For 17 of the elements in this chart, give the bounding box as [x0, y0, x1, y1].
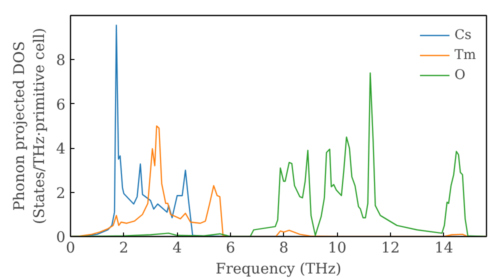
- y-tick-label: 2: [56, 184, 66, 202]
- x-tick-label: 4: [172, 240, 182, 256]
- y-tick-label: 8: [56, 52, 66, 70]
- x-tick-label: 8: [279, 240, 288, 256]
- legend-label: O: [454, 68, 466, 82]
- y-tick-label: 0: [56, 229, 66, 246]
- y-axis-title: Phonon projected DOS (States/THz·primitive cell): [10, 28, 48, 224]
- x-tick-label: 2: [119, 240, 128, 256]
- x-tick-label: 12: [381, 240, 400, 256]
- legend-label: Cs: [454, 28, 473, 42]
- x-tick-label: 6: [226, 240, 236, 256]
- y-tick-label: 4: [56, 140, 66, 158]
- x-tick-label: 10: [328, 240, 346, 256]
- y-tick-label: 6: [56, 96, 66, 114]
- x-axis-title: Frequency (THz): [216, 260, 342, 278]
- legend-label: Tm: [454, 48, 476, 62]
- x-tick-label: 14: [434, 240, 454, 256]
